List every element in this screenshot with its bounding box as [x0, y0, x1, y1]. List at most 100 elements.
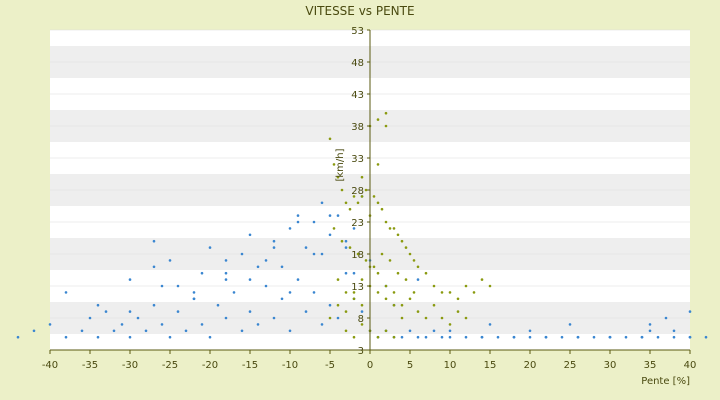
data-point: [412, 291, 416, 294]
data-point: [288, 227, 292, 230]
y-axis-label: [km/h]: [335, 148, 346, 181]
data-point: [464, 316, 468, 320]
data-point: [360, 303, 364, 307]
data-point: [328, 233, 332, 237]
data-point: [328, 316, 332, 320]
x-tick-label: -5: [325, 360, 335, 371]
data-point: [448, 291, 452, 294]
data-point: [256, 265, 260, 269]
data-point: [96, 335, 100, 339]
data-point: [376, 201, 380, 205]
data-point: [624, 335, 628, 339]
data-point: [336, 303, 340, 307]
data-point: [320, 323, 324, 326]
x-tick-labels: -40 -35 -30 -25 -20 -15 -10 -5 0 5 10 15 20 25 30 35 40: [42, 350, 696, 371]
data-point: [304, 310, 308, 313]
y-tick-label: 33: [351, 154, 364, 165]
data-point: [224, 278, 228, 281]
data-point: [336, 316, 340, 320]
data-point: [200, 323, 204, 326]
data-point: [128, 310, 132, 313]
data-point: [464, 335, 468, 339]
data-point: [296, 278, 300, 281]
data-point: [392, 227, 396, 230]
data-point: [152, 265, 156, 269]
data-point: [424, 271, 428, 275]
y-tick-label: 13: [351, 282, 364, 293]
data-point: [16, 335, 20, 339]
data-point: [440, 316, 444, 320]
data-point: [416, 265, 420, 269]
data-point: [400, 335, 404, 339]
data-point: [512, 335, 516, 339]
data-point: [560, 335, 564, 339]
data-point: [408, 329, 412, 333]
x-tick-label: -20: [202, 360, 218, 371]
data-point: [88, 316, 92, 320]
data-point: [388, 259, 392, 262]
data-point: [352, 271, 356, 275]
y-tick-label: 18: [351, 250, 364, 261]
data-point: [256, 323, 260, 326]
data-point: [412, 259, 416, 262]
data-point: [344, 291, 348, 294]
data-point: [344, 271, 348, 275]
data-point: [344, 239, 348, 243]
data-point: [240, 252, 244, 256]
data-point: [396, 233, 400, 237]
data-point: [432, 303, 436, 307]
data-point: [48, 323, 52, 326]
data-point: [272, 246, 276, 249]
data-point: [328, 137, 332, 141]
x-tick-label: 35: [644, 360, 657, 371]
x-tick-label: -30: [122, 360, 138, 371]
data-point: [120, 323, 124, 326]
data-point: [528, 335, 532, 339]
data-point: [372, 265, 376, 269]
data-point: [200, 271, 204, 275]
y-tick-label: 48: [351, 58, 364, 69]
data-point: [384, 297, 388, 301]
data-point: [384, 124, 388, 128]
data-point: [360, 323, 364, 326]
data-point: [296, 214, 300, 217]
data-point: [176, 284, 180, 288]
data-point: [240, 329, 244, 333]
data-point: [336, 175, 340, 179]
data-point: [448, 335, 452, 339]
data-point: [208, 335, 212, 339]
data-point: [332, 227, 336, 230]
x-tick-label: -15: [242, 360, 258, 371]
data-point: [404, 246, 408, 249]
data-point: [224, 316, 228, 320]
data-point: [448, 323, 452, 326]
data-point: [432, 329, 436, 333]
data-point: [128, 335, 132, 339]
data-point: [432, 284, 436, 288]
data-point: [464, 284, 468, 288]
data-point: [488, 323, 492, 326]
data-point: [112, 329, 116, 333]
data-point: [640, 335, 644, 339]
data-point: [384, 111, 388, 115]
x-axis-label: Pente [%]: [641, 376, 690, 387]
data-point: [224, 259, 228, 262]
x-tick-label: 25: [564, 360, 577, 371]
x-tick-label: 30: [604, 360, 617, 371]
data-point: [384, 220, 388, 224]
data-point: [400, 303, 404, 307]
data-point: [344, 329, 348, 333]
data-point: [372, 195, 376, 198]
x-tick-label: 10: [444, 360, 457, 371]
data-point: [448, 329, 452, 333]
data-point: [144, 329, 148, 333]
data-point: [32, 329, 36, 333]
data-point: [320, 252, 324, 256]
data-point: [136, 316, 140, 320]
data-point: [392, 303, 396, 307]
chart-title: VITESSE vs PENTE: [305, 4, 414, 18]
data-point: [456, 297, 460, 301]
data-point: [152, 303, 156, 307]
data-point: [272, 239, 276, 243]
y-tick-label: 3: [358, 346, 364, 357]
